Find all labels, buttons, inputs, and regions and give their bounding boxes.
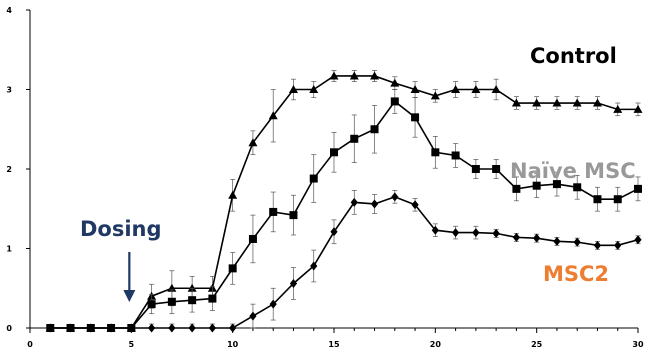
data-point-na-ve-msc bbox=[147, 300, 156, 309]
data-point-na-ve-msc bbox=[208, 294, 217, 303]
data-point-msc2 bbox=[148, 323, 156, 333]
data-point-na-ve-msc bbox=[228, 264, 237, 273]
data-point-msc2 bbox=[431, 225, 439, 235]
data-point-na-ve-msc bbox=[451, 151, 460, 160]
y-tick-label: 4 bbox=[6, 6, 12, 15]
x-tick-label: 0 bbox=[27, 340, 33, 349]
data-point-msc2 bbox=[168, 323, 176, 333]
data-point-msc2 bbox=[330, 227, 338, 237]
data-point-control bbox=[248, 138, 258, 147]
dosing-annotation-label: Dosing bbox=[80, 217, 162, 241]
series-label-control: Control bbox=[530, 44, 617, 68]
x-tick-label: 10 bbox=[227, 340, 239, 349]
data-point-control bbox=[511, 98, 521, 107]
data-point-control bbox=[491, 85, 501, 93]
data-point-control bbox=[410, 85, 420, 93]
data-point-control bbox=[613, 104, 623, 113]
data-point-na-ve-msc bbox=[634, 184, 642, 193]
y-tick-label: 2 bbox=[6, 165, 12, 174]
data-point-msc2 bbox=[391, 192, 399, 202]
data-point-na-ve-msc bbox=[492, 165, 501, 173]
data-point-msc2 bbox=[229, 323, 237, 333]
data-point-control bbox=[471, 85, 481, 93]
x-tick-label: 20 bbox=[430, 340, 442, 349]
data-point-control bbox=[187, 283, 197, 292]
data-point-msc2 bbox=[634, 235, 642, 245]
data-point-na-ve-msc bbox=[532, 181, 541, 190]
data-point-control bbox=[532, 98, 542, 107]
data-point-msc2 bbox=[553, 236, 561, 246]
data-point-na-ve-msc bbox=[167, 297, 176, 306]
data-point-msc2 bbox=[593, 240, 602, 250]
data-point-msc2 bbox=[87, 323, 95, 333]
data-point-msc2 bbox=[452, 228, 460, 238]
data-point-control bbox=[552, 98, 562, 107]
data-point-na-ve-msc bbox=[248, 234, 257, 243]
series-line-control bbox=[50, 75, 638, 329]
data-point-control bbox=[390, 78, 400, 87]
data-point-na-ve-msc bbox=[552, 180, 561, 189]
data-point-na-ve-msc bbox=[512, 184, 521, 193]
data-point-msc2 bbox=[127, 323, 135, 333]
x-tick-label: 30 bbox=[632, 340, 644, 349]
data-point-msc2 bbox=[66, 323, 75, 333]
series-label-na-ve-msc: Naïve MSC bbox=[510, 159, 636, 183]
data-point-na-ve-msc bbox=[370, 125, 379, 134]
data-point-msc2 bbox=[350, 197, 358, 207]
data-point-msc2 bbox=[46, 323, 54, 333]
data-point-msc2 bbox=[573, 237, 581, 247]
data-point-na-ve-msc bbox=[471, 165, 480, 173]
data-point-na-ve-msc bbox=[573, 183, 582, 192]
series-label-msc2: MSC2 bbox=[543, 262, 609, 286]
y-tick-label: 3 bbox=[6, 86, 12, 95]
data-point-na-ve-msc bbox=[431, 148, 440, 157]
data-point-msc2 bbox=[533, 233, 541, 243]
data-point-na-ve-msc bbox=[309, 174, 318, 183]
data-point-na-ve-msc bbox=[269, 207, 278, 216]
data-point-control bbox=[451, 85, 461, 93]
data-point-msc2 bbox=[411, 200, 419, 210]
data-point-msc2 bbox=[269, 299, 277, 309]
data-point-msc2 bbox=[249, 311, 257, 321]
data-point-control bbox=[288, 85, 298, 93]
data-point-msc2 bbox=[107, 323, 115, 333]
x-tick-label: 5 bbox=[129, 340, 135, 349]
data-point-na-ve-msc bbox=[188, 296, 197, 305]
data-point-control bbox=[329, 71, 339, 80]
data-point-control bbox=[370, 71, 380, 80]
data-point-msc2 bbox=[310, 261, 318, 271]
data-point-control bbox=[592, 98, 602, 107]
data-point-msc2 bbox=[188, 323, 196, 333]
data-point-control bbox=[268, 111, 278, 120]
data-point-control bbox=[430, 91, 440, 100]
data-point-na-ve-msc bbox=[330, 148, 338, 157]
data-point-msc2 bbox=[472, 228, 480, 238]
data-point-control bbox=[572, 98, 582, 107]
data-point-control bbox=[349, 71, 359, 80]
data-point-msc2 bbox=[512, 232, 520, 242]
x-tick-label: 25 bbox=[531, 340, 543, 349]
data-point-msc2 bbox=[492, 228, 500, 238]
series-line-na-ve-msc bbox=[50, 100, 639, 329]
data-point-msc2 bbox=[208, 323, 216, 333]
data-point-na-ve-msc bbox=[289, 211, 298, 220]
data-point-na-ve-msc bbox=[593, 195, 602, 204]
data-point-na-ve-msc bbox=[390, 97, 399, 106]
data-point-control bbox=[309, 85, 319, 93]
x-tick-label: 15 bbox=[328, 340, 340, 349]
data-point-na-ve-msc bbox=[350, 134, 359, 143]
y-tick-label: 1 bbox=[6, 245, 12, 254]
data-point-control bbox=[633, 104, 643, 113]
data-point-msc2 bbox=[614, 240, 622, 250]
data-point-control bbox=[228, 190, 238, 199]
data-point-na-ve-msc bbox=[613, 195, 622, 204]
data-point-msc2 bbox=[370, 199, 379, 209]
data-point-msc2 bbox=[289, 278, 298, 288]
y-tick-label: 0 bbox=[6, 324, 12, 333]
dosing-arrow-head bbox=[123, 290, 136, 302]
data-point-na-ve-msc bbox=[411, 113, 420, 122]
